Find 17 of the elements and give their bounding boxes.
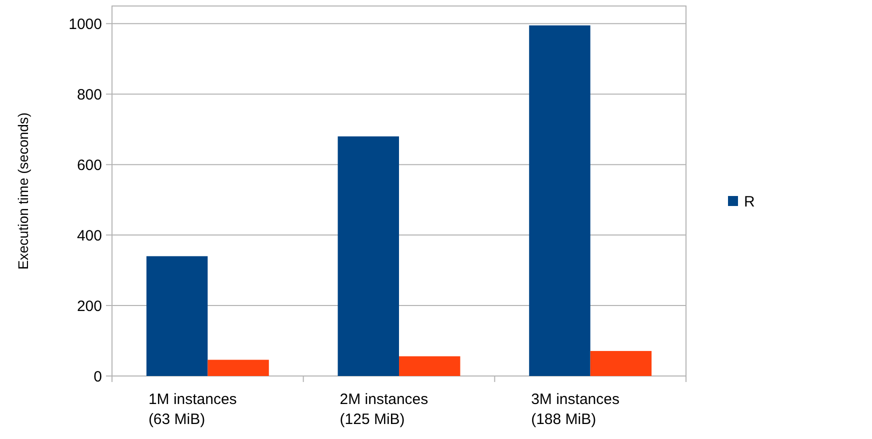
x-tick-label: 1M instances (63 MiB)	[148, 391, 237, 428]
bar	[399, 356, 460, 376]
bar	[590, 350, 652, 376]
legend-label: R	[744, 193, 755, 210]
bar	[529, 25, 590, 376]
y-tick-label: 600	[76, 156, 102, 174]
x-tick-label: 3M instances (188 MiB)	[531, 391, 620, 428]
bar	[146, 256, 208, 376]
y-tick-label: 400	[76, 227, 102, 244]
y-tick-label: 800	[76, 86, 102, 104]
bar	[208, 360, 269, 376]
y-tick-label: 0	[94, 368, 102, 386]
x-tick-label: 2M instances (125 MiB)	[340, 391, 428, 428]
y-tick-label: 1000	[68, 16, 102, 33]
y-axis-title: Execution time (seconds)	[15, 112, 31, 270]
y-tick-label: 200	[76, 298, 102, 315]
bar	[338, 136, 399, 376]
